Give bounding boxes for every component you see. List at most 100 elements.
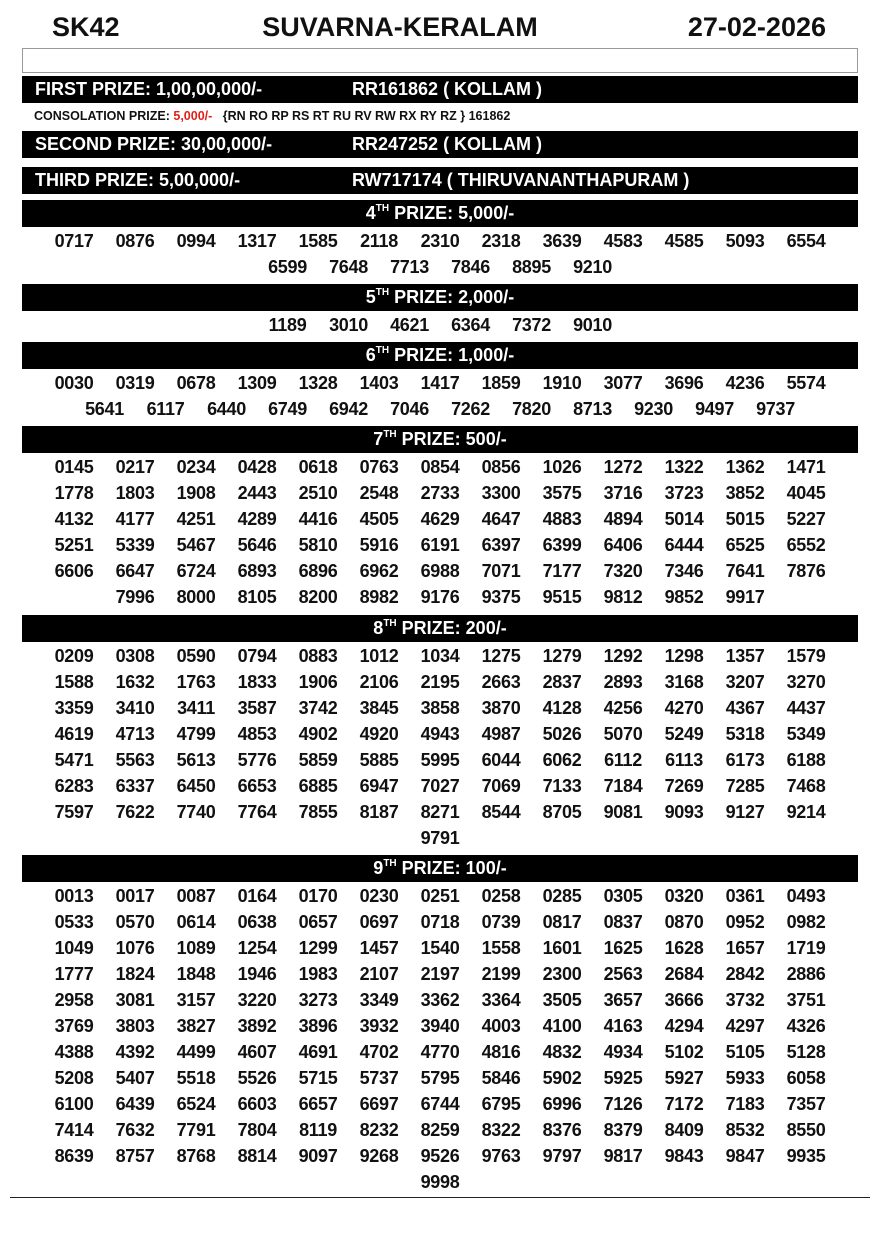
winning-number: 8232 <box>359 1120 399 1140</box>
winning-number: 4713 <box>115 724 155 744</box>
second-prize-label: SECOND PRIZE: 30,00,000/- <box>35 134 273 154</box>
winning-number: 5574 <box>786 373 826 393</box>
third-prize-bar: THIRD PRIZE: 5,00,000/- RW717174 ( THIRU… <box>22 167 858 194</box>
winning-number: 6450 <box>176 776 216 796</box>
winning-number: 1848 <box>176 964 216 984</box>
winning-number: 8000 <box>176 587 216 607</box>
winning-number: 8119 <box>299 1120 337 1140</box>
first-prize-bar: FIRST PRIZE: 1,00,00,000/- RR161862 ( KO… <box>22 76 858 103</box>
winning-number: 1076 <box>115 938 155 958</box>
winning-number: 3666 <box>664 990 704 1010</box>
winning-number: 9375 <box>481 587 521 607</box>
winning-number: 3362 <box>420 990 460 1010</box>
winning-number: 3220 <box>237 990 277 1010</box>
winning-number: 6947 <box>359 776 399 796</box>
winning-number: 6606 <box>54 561 94 581</box>
winning-number: 7046 <box>390 399 429 419</box>
winning-number: 1328 <box>298 373 338 393</box>
winning-number: 7177 <box>542 561 582 581</box>
winning-number: 6188 <box>786 750 826 770</box>
winning-number: 5776 <box>237 750 277 770</box>
winning-number: 8532 <box>725 1120 765 1140</box>
prize-ordinal-suffix: TH <box>375 345 390 356</box>
winning-number: 9097 <box>298 1146 338 1166</box>
prize-amount: PRIZE: 2,000/- <box>394 287 515 307</box>
winning-number: 9127 <box>725 802 765 822</box>
winning-number: 4629 <box>420 509 460 529</box>
consolation-prize: CONSOLATION PRIZE: 5,000/- {RN RO RP RS … <box>34 109 510 123</box>
winning-number: 3723 <box>664 483 704 503</box>
winning-number: 1049 <box>54 938 94 958</box>
winning-number: 2837 <box>542 672 582 692</box>
winning-number: 0234 <box>176 457 216 477</box>
winning-number: 0030 <box>54 373 94 393</box>
winning-number: 6444 <box>664 535 704 555</box>
prize-ordinal-suffix: TH <box>383 429 397 440</box>
winning-number: 3892 <box>237 1016 277 1036</box>
number-row: 1777 1824 1848 1946 1983 2107 2197 2199 2300 2563… <box>20 961 860 987</box>
winning-number: 1983 <box>298 964 338 984</box>
number-row: 6599 7648 7713 7846 8895 9210 <box>20 254 860 280</box>
winning-number: 1275 <box>481 646 521 666</box>
winning-number: 1357 <box>725 646 765 666</box>
winning-number: 9093 <box>664 802 704 822</box>
winning-number: 7764 <box>237 802 277 822</box>
prize-ordinal: 9 <box>373 858 384 878</box>
winning-number: 1833 <box>237 672 277 692</box>
prize-amount: PRIZE: 500/- <box>401 429 507 449</box>
winning-number: 3858 <box>420 698 460 718</box>
winning-number: 4934 <box>603 1042 643 1062</box>
number-row: 6606 6647 6724 6893 6896 6962 6988 7071 7177 7320… <box>20 558 860 584</box>
winning-number: 8757 <box>115 1146 155 1166</box>
winning-number: 7414 <box>54 1120 94 1140</box>
winning-number: 0856 <box>481 457 521 477</box>
prize-ordinal: 8 <box>373 618 384 638</box>
winning-number: 8409 <box>664 1120 704 1140</box>
winning-number: 8200 <box>298 587 338 607</box>
winning-number: 9176 <box>420 587 460 607</box>
prize-amount: PRIZE: 5,000/- <box>394 203 515 223</box>
consolation-amount: 5,000/- <box>173 109 213 123</box>
winning-number: 5859 <box>298 750 338 770</box>
prize-amount: PRIZE: 100/- <box>401 858 507 878</box>
winning-number: 5227 <box>786 509 826 529</box>
winning-number: 5105 <box>725 1042 765 1062</box>
winning-number: 4505 <box>359 509 399 529</box>
winning-number: 5249 <box>664 724 704 744</box>
consolation-series: {RN RO RP RS RT RU RV RW RX RY RZ } 1618… <box>222 109 511 123</box>
winning-number: 0230 <box>359 886 399 906</box>
winning-number: 1632 <box>115 672 155 692</box>
winning-number: 3751 <box>786 990 826 1010</box>
winning-number: 3411 <box>177 698 215 718</box>
winning-number: 3696 <box>664 373 704 393</box>
first-prize-ticket: RR161862 ( KOLLAM ) <box>352 79 543 99</box>
winning-number: 6113 <box>665 750 703 770</box>
winning-number: 7269 <box>664 776 704 796</box>
winning-number: 5471 <box>54 750 94 770</box>
winning-number: 5518 <box>176 1068 216 1088</box>
winning-number: 5349 <box>786 724 826 744</box>
winning-number: 3575 <box>542 483 582 503</box>
winning-number: 9214 <box>786 802 826 822</box>
winning-number: 7791 <box>176 1120 216 1140</box>
winning-number: 5810 <box>298 535 338 555</box>
prize-numbers-9: 0013 0017 0087 0164 0170 0230 0251 0258 0285 0305… <box>20 883 860 1195</box>
winning-number: 4799 <box>176 724 216 744</box>
winning-number: 6724 <box>176 561 216 581</box>
winning-number: 0952 <box>725 912 765 932</box>
winning-number: 1859 <box>481 373 521 393</box>
winning-number: 0590 <box>176 646 216 666</box>
winning-number: 8271 <box>420 802 460 822</box>
winning-number: 4251 <box>176 509 216 529</box>
winning-number: 9737 <box>756 399 795 419</box>
number-row: 4388 4392 4499 4607 4691 4702 4770 4816 4832 4934… <box>20 1039 860 1065</box>
winning-number: 7285 <box>725 776 765 796</box>
winning-number: 4128 <box>542 698 582 718</box>
blank-box <box>22 48 858 73</box>
winning-number: 8376 <box>542 1120 582 1140</box>
winning-number: 0305 <box>603 886 643 906</box>
number-row: 1189 3010 4621 6364 7372 9010 <box>20 312 860 338</box>
winning-number: 5026 <box>542 724 582 744</box>
winning-number: 6749 <box>268 399 307 419</box>
winning-number: 8639 <box>54 1146 94 1166</box>
